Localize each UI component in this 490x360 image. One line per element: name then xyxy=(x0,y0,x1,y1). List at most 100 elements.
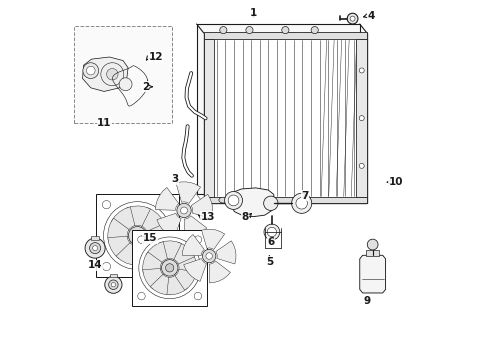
Polygon shape xyxy=(209,261,230,283)
Polygon shape xyxy=(360,255,386,293)
Bar xyxy=(110,274,117,278)
Polygon shape xyxy=(175,269,196,290)
Polygon shape xyxy=(167,275,188,295)
Polygon shape xyxy=(96,194,179,277)
Polygon shape xyxy=(150,274,171,295)
Polygon shape xyxy=(178,254,196,275)
Polygon shape xyxy=(155,188,179,210)
Circle shape xyxy=(224,192,243,210)
Bar xyxy=(74,26,172,123)
Circle shape xyxy=(350,16,355,21)
Circle shape xyxy=(246,27,253,34)
Polygon shape xyxy=(191,194,213,219)
Bar xyxy=(204,32,367,40)
Circle shape xyxy=(282,27,289,34)
Circle shape xyxy=(101,63,124,86)
Bar xyxy=(204,33,367,203)
Circle shape xyxy=(102,201,111,209)
Circle shape xyxy=(85,238,105,258)
Polygon shape xyxy=(111,207,135,231)
Bar xyxy=(204,197,367,203)
Text: 13: 13 xyxy=(200,212,215,221)
Circle shape xyxy=(138,292,145,300)
Circle shape xyxy=(103,202,172,270)
Circle shape xyxy=(228,195,239,206)
Polygon shape xyxy=(157,213,181,238)
Text: 8: 8 xyxy=(242,212,248,221)
Polygon shape xyxy=(143,237,167,260)
Bar xyxy=(204,40,214,197)
Circle shape xyxy=(359,163,364,168)
Polygon shape xyxy=(82,57,128,91)
Polygon shape xyxy=(126,206,150,226)
Polygon shape xyxy=(176,182,200,203)
Polygon shape xyxy=(134,243,157,265)
Circle shape xyxy=(177,203,191,218)
Polygon shape xyxy=(116,243,138,265)
Circle shape xyxy=(138,236,145,243)
Polygon shape xyxy=(108,236,131,259)
Text: 10: 10 xyxy=(389,177,403,187)
Polygon shape xyxy=(146,220,167,244)
Polygon shape xyxy=(184,216,207,239)
Text: 12: 12 xyxy=(149,52,163,62)
Circle shape xyxy=(87,66,95,75)
Text: 9: 9 xyxy=(364,296,370,306)
Bar xyxy=(196,24,360,194)
Text: 6: 6 xyxy=(267,237,274,247)
Bar xyxy=(91,236,99,240)
Text: 5: 5 xyxy=(266,257,273,267)
Circle shape xyxy=(107,68,118,80)
Circle shape xyxy=(267,227,276,237)
Text: 4: 4 xyxy=(368,11,375,21)
Text: 3: 3 xyxy=(171,174,178,184)
Circle shape xyxy=(206,253,212,259)
Polygon shape xyxy=(231,188,274,217)
Polygon shape xyxy=(143,252,162,273)
Circle shape xyxy=(220,27,227,34)
Polygon shape xyxy=(216,241,236,264)
Polygon shape xyxy=(146,242,168,264)
Polygon shape xyxy=(182,234,204,256)
Text: 2: 2 xyxy=(142,82,149,92)
Text: 11: 11 xyxy=(97,118,112,128)
Polygon shape xyxy=(184,258,206,282)
Polygon shape xyxy=(143,269,164,289)
Polygon shape xyxy=(160,241,182,260)
Circle shape xyxy=(128,226,147,245)
Circle shape xyxy=(166,264,174,272)
Text: 14: 14 xyxy=(88,260,103,270)
Circle shape xyxy=(93,246,98,251)
Circle shape xyxy=(368,239,378,250)
Circle shape xyxy=(105,276,122,293)
Polygon shape xyxy=(201,229,224,249)
Polygon shape xyxy=(108,218,129,242)
Text: 1: 1 xyxy=(250,8,257,18)
Polygon shape xyxy=(172,242,195,264)
Circle shape xyxy=(296,198,307,209)
Circle shape xyxy=(139,237,200,299)
Circle shape xyxy=(194,236,202,243)
Bar xyxy=(356,40,367,197)
Ellipse shape xyxy=(219,197,228,203)
Circle shape xyxy=(109,280,118,289)
Circle shape xyxy=(194,292,202,300)
Circle shape xyxy=(181,207,188,214)
Circle shape xyxy=(90,243,100,254)
Circle shape xyxy=(292,193,312,213)
Circle shape xyxy=(111,283,116,287)
Text: 7: 7 xyxy=(301,191,309,201)
Circle shape xyxy=(264,196,278,211)
Polygon shape xyxy=(132,230,207,306)
Circle shape xyxy=(359,68,364,73)
Polygon shape xyxy=(141,207,165,231)
Circle shape xyxy=(102,262,111,271)
Circle shape xyxy=(119,78,132,91)
Circle shape xyxy=(264,224,280,240)
Text: 15: 15 xyxy=(143,233,157,243)
Circle shape xyxy=(347,13,358,24)
Circle shape xyxy=(162,260,178,276)
Circle shape xyxy=(164,201,172,209)
Circle shape xyxy=(164,262,172,271)
Circle shape xyxy=(311,27,318,34)
